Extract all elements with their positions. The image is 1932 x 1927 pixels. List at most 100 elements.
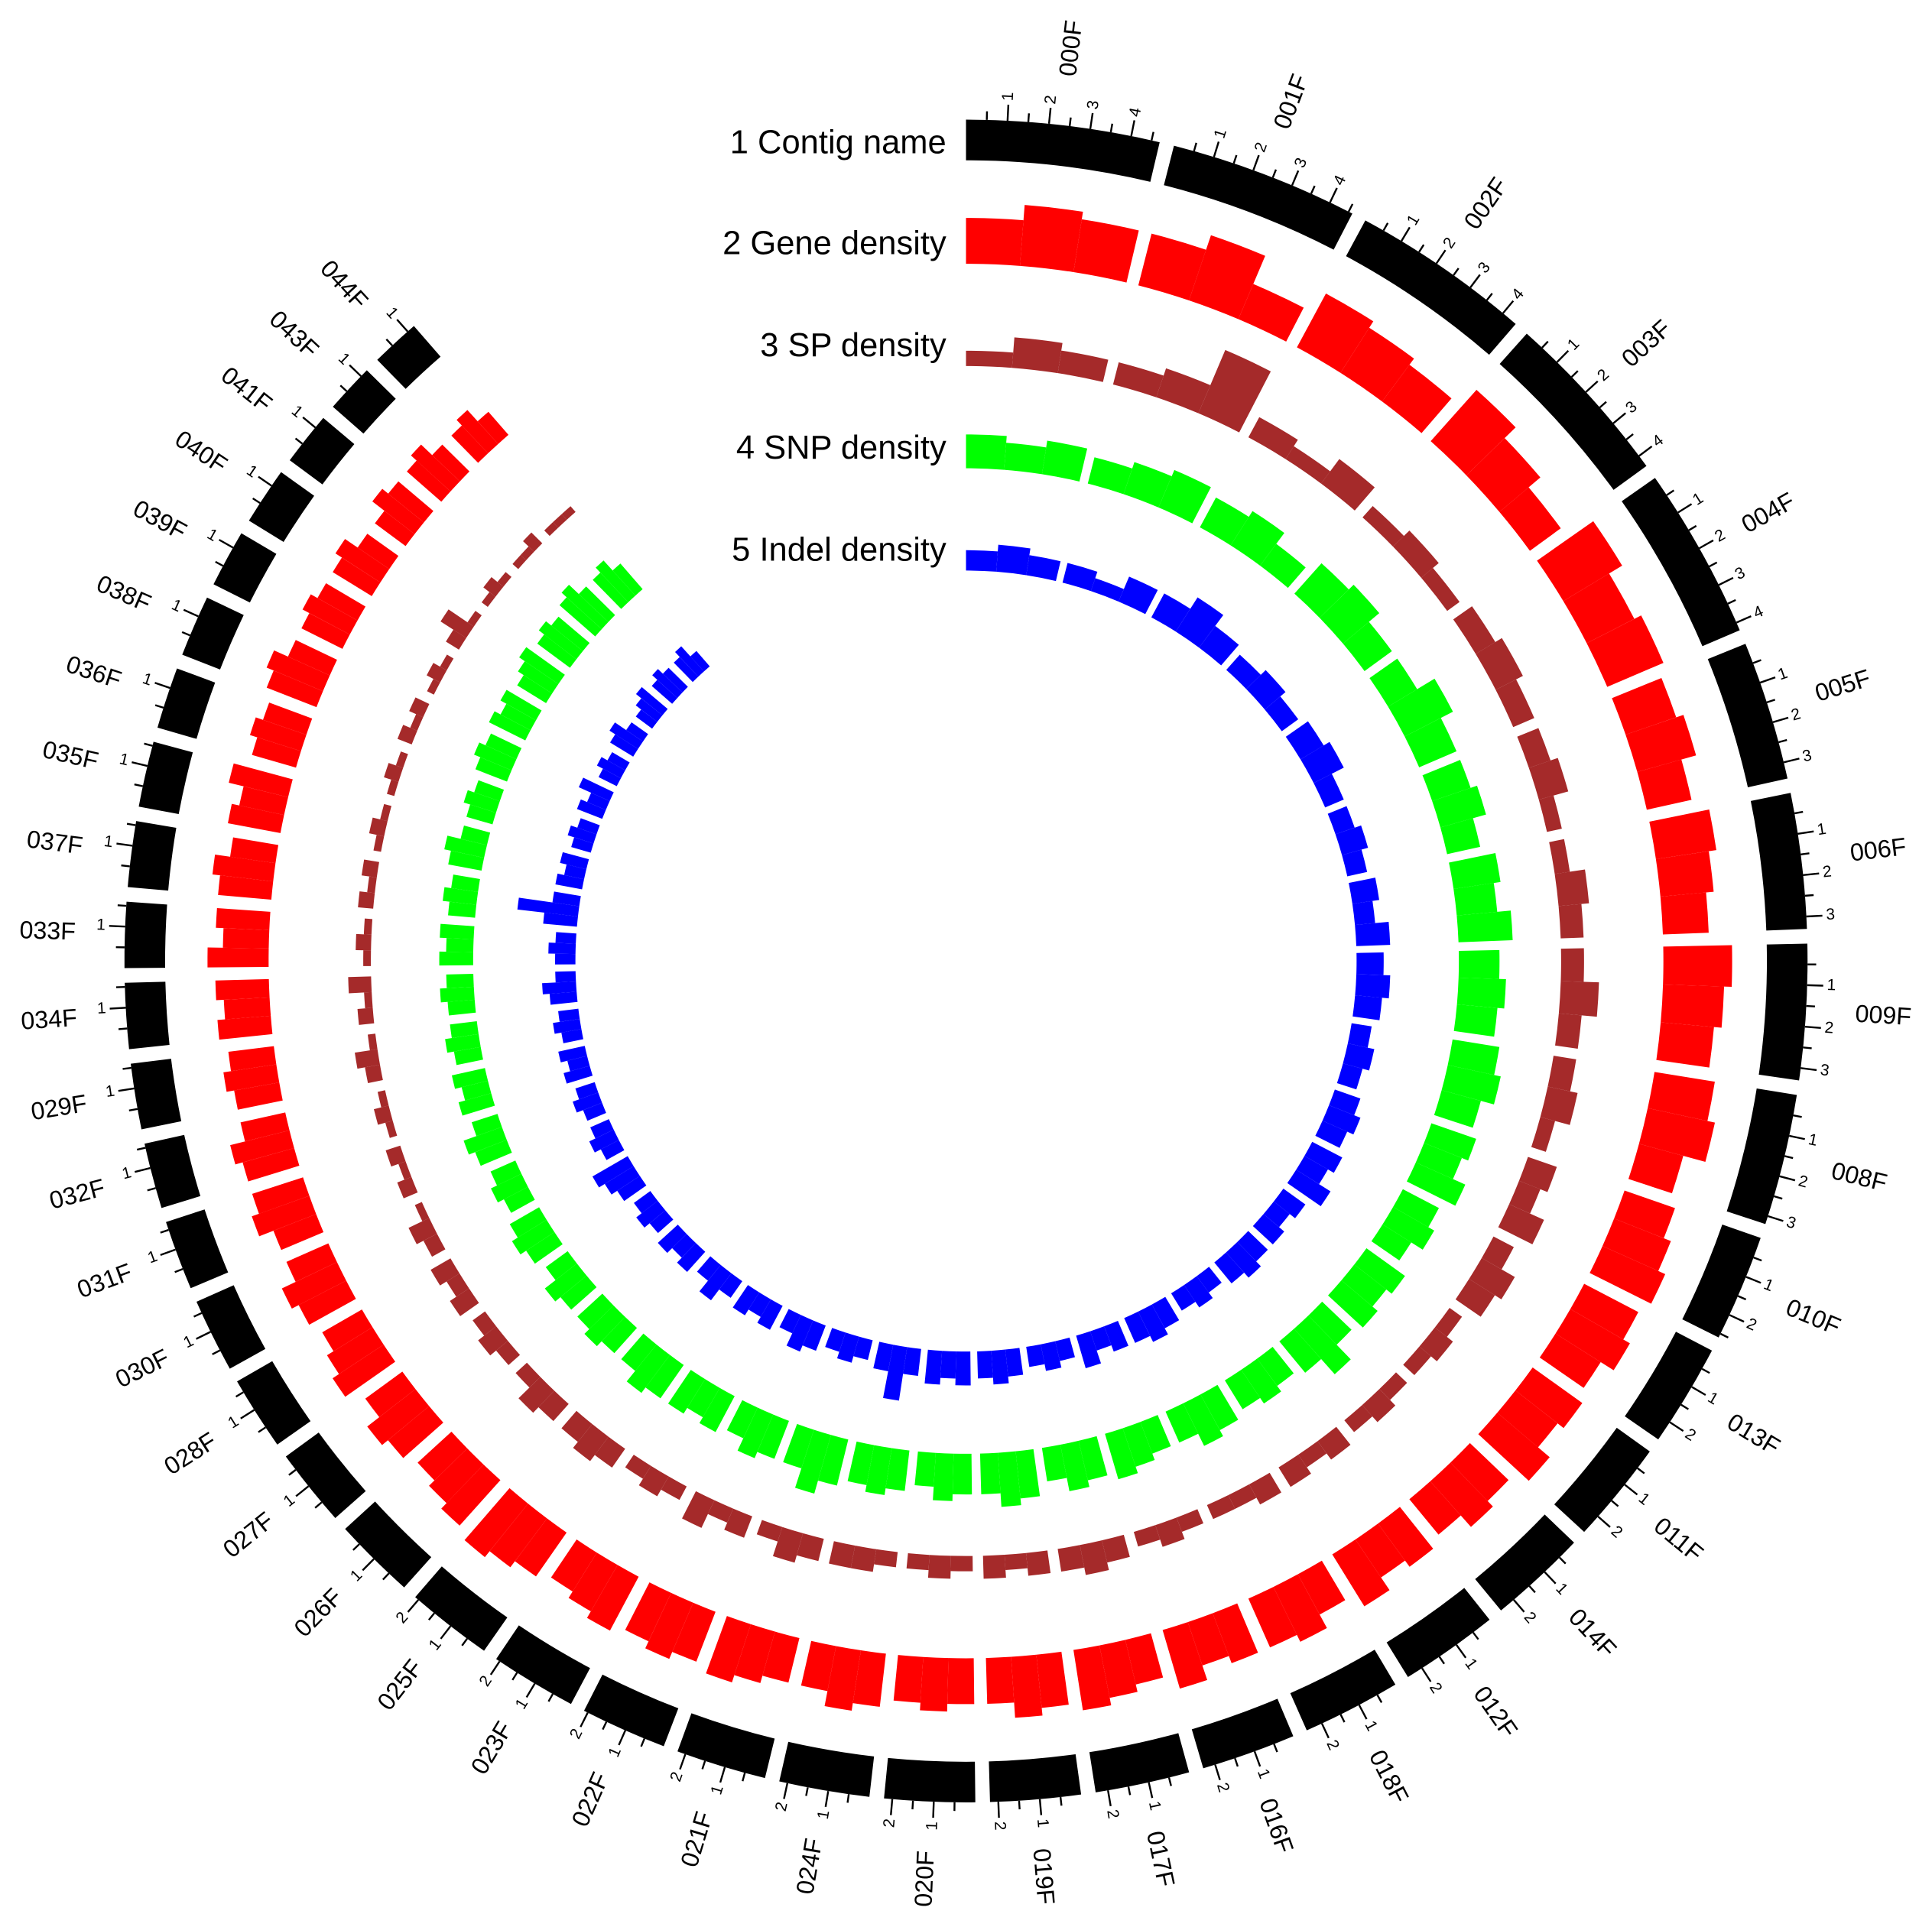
minor-tick xyxy=(1018,1800,1021,1810)
tick-mark xyxy=(1759,676,1776,684)
minor-tick xyxy=(1625,433,1634,440)
density-bin xyxy=(511,1219,555,1255)
density-bin xyxy=(560,1275,597,1310)
density-bin xyxy=(458,1093,495,1116)
density-bin xyxy=(1026,555,1061,582)
tick-mark xyxy=(1772,716,1789,723)
density-bin xyxy=(1005,1348,1024,1377)
density-bin xyxy=(478,1326,508,1356)
density-bin xyxy=(1355,921,1391,946)
contig-segment xyxy=(333,370,396,434)
tick-label: 1 xyxy=(281,1491,298,1510)
tick-mark xyxy=(1807,984,1823,987)
tick-label: 1 xyxy=(512,1695,532,1712)
density-bin xyxy=(467,611,482,627)
density-bin xyxy=(1528,757,1569,800)
density-bin xyxy=(500,689,542,721)
density-bin xyxy=(1294,563,1349,618)
density-bin xyxy=(1335,825,1369,855)
minor-tick xyxy=(1310,185,1316,194)
density-bin xyxy=(783,1423,814,1469)
tick-mark xyxy=(134,1166,151,1173)
tick-label: 1 xyxy=(999,92,1018,102)
density-bin xyxy=(228,803,284,833)
density-bin xyxy=(1497,1390,1558,1448)
contig-segment xyxy=(779,1741,875,1797)
density-bin xyxy=(625,1455,651,1479)
density-bin xyxy=(555,932,576,944)
density-bin xyxy=(1308,1301,1352,1345)
minor-tick xyxy=(1784,1155,1794,1160)
contig-segment xyxy=(1726,1088,1797,1225)
density-bin xyxy=(1415,1143,1463,1179)
density-bin xyxy=(1165,1403,1199,1443)
density-bin xyxy=(1625,715,1697,772)
minor-tick xyxy=(1680,1403,1689,1410)
density-bin xyxy=(638,1465,669,1497)
tick-mark xyxy=(1638,445,1653,457)
minor-tick xyxy=(1376,1694,1383,1703)
density-bin xyxy=(825,1328,846,1352)
contig-segment xyxy=(138,741,193,815)
density-bin xyxy=(1403,1346,1431,1376)
contig-segment xyxy=(583,1674,679,1747)
tick-label: 2 xyxy=(1824,1019,1834,1037)
density-bin xyxy=(1213,1603,1258,1663)
contig-label: 039F xyxy=(128,495,191,546)
contig-segment xyxy=(377,326,441,389)
density-bin xyxy=(1354,1248,1405,1294)
density-bin xyxy=(544,522,559,537)
density-bin xyxy=(317,582,366,621)
minor-tick xyxy=(511,1672,518,1681)
contig-segment xyxy=(144,1134,201,1208)
density-bin xyxy=(440,923,475,939)
contig-label: 012F xyxy=(1468,1681,1523,1743)
density-bin xyxy=(802,1320,826,1351)
density-bin xyxy=(1041,1445,1067,1482)
contig-segment xyxy=(1707,644,1788,788)
contig-segment xyxy=(345,1501,432,1588)
tick-label: 4 xyxy=(1125,105,1145,118)
density-bin xyxy=(474,742,517,770)
density-bin xyxy=(1508,1180,1541,1214)
density-bin xyxy=(228,1046,277,1072)
track-label: 4 SNP density xyxy=(736,430,947,466)
density-bin xyxy=(601,1316,638,1354)
density-bin xyxy=(1297,1560,1346,1615)
density-bin xyxy=(1440,818,1481,855)
tick-mark xyxy=(295,1485,310,1497)
tick-mark xyxy=(1214,1764,1221,1781)
density-bin xyxy=(1078,1436,1108,1481)
contig-segment xyxy=(1554,1427,1650,1533)
density-bin xyxy=(1015,1448,1041,1499)
minor-tick xyxy=(252,497,261,504)
density-bin xyxy=(301,613,350,649)
density-bin xyxy=(1392,530,1439,578)
density-bin xyxy=(1378,1507,1434,1567)
contig-segment xyxy=(415,1566,508,1651)
density-bin xyxy=(1248,417,1298,459)
density-bin xyxy=(625,1582,671,1642)
density-bin xyxy=(568,1552,618,1612)
density-bin xyxy=(367,876,377,894)
density-bin xyxy=(357,1007,375,1025)
density-bin xyxy=(1184,1276,1213,1308)
density-bin xyxy=(757,1414,789,1459)
density-bin xyxy=(1155,1517,1185,1547)
density-bin xyxy=(682,1491,715,1528)
contig-segment xyxy=(1499,333,1647,490)
density-bin xyxy=(1447,1039,1500,1075)
density-bin xyxy=(286,1243,337,1283)
density-bin xyxy=(333,1345,395,1397)
density-bin xyxy=(1151,593,1190,632)
density-bin xyxy=(1430,390,1516,475)
density-bin xyxy=(1656,1022,1714,1068)
density-bin xyxy=(1285,721,1324,760)
tick-mark xyxy=(489,1660,501,1676)
density-bin xyxy=(495,1341,521,1365)
tick-mark xyxy=(349,364,362,378)
density-bin xyxy=(1060,1440,1089,1491)
density-bin xyxy=(561,1029,583,1043)
